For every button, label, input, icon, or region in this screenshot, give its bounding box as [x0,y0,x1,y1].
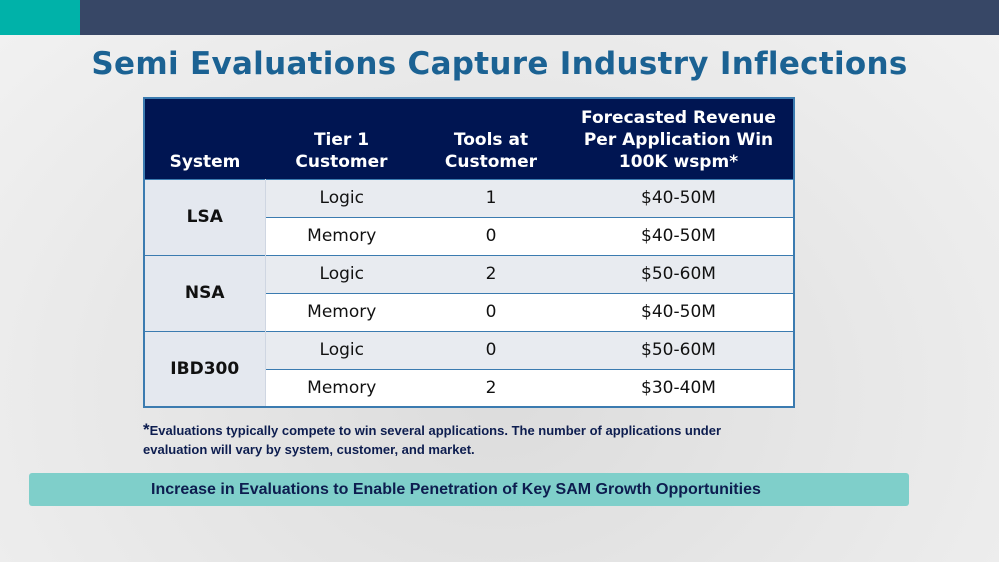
tools-cell: 2 [418,254,564,293]
customer-cell: Memory [265,216,418,255]
customer-cell: Memory [265,292,418,331]
customer-cell: Logic [265,330,418,369]
revenue-cell: $40-50M [564,178,794,217]
revenue-cell: $50-60M [564,254,794,293]
header-system: System [144,98,265,179]
revenue-cell: $30-40M [564,368,794,407]
footnote-star: * [143,420,150,439]
footnote-text: Evaluations typically compete to win sev… [143,423,722,457]
customer-cell: Logic [265,254,418,293]
tools-cell: 2 [418,368,564,407]
header-tools: Tools at Customer [418,98,564,179]
header-revenue: Forecasted Revenue Per Application Win 1… [564,98,794,179]
system-cell: IBD300 [144,330,266,407]
tools-cell: 0 [418,330,564,369]
revenue-cell: $50-60M [564,330,794,369]
top-bar [0,0,999,35]
tools-cell: 0 [418,292,564,331]
table-row: NSA Logic 2 $50-60M [144,254,794,331]
table-row: Memory 2 $30-40M [144,368,794,407]
footnote: *Evaluations typically compete to win se… [143,420,763,459]
table-row: IBD300 Logic 0 $50-60M [144,330,794,407]
customer-cell: Logic [265,178,418,217]
banner-text: Increase in Evaluations to Enable Penetr… [151,481,761,498]
header-customer: Tier 1 Customer [265,98,418,179]
system-cell: LSA [144,178,266,255]
revenue-cell: $40-50M [564,216,794,255]
tools-cell: 0 [418,216,564,255]
table-row: Memory 0 $40-50M [144,216,794,255]
customer-cell: Memory [265,368,418,407]
table-row: LSA Logic 1 $40-50M [144,178,794,255]
tools-cell: 1 [418,178,564,217]
table-row: Memory 0 $40-50M [144,292,794,331]
system-cell: NSA [144,254,266,331]
slide-title: Semi Evaluations Capture Industry Inflec… [91,46,908,82]
summary-banner: Increase in Evaluations to Enable Penetr… [29,473,909,506]
evaluations-table: System Tier 1 Customer Tools at Customer… [143,97,795,408]
revenue-cell: $40-50M [564,292,794,331]
accent-block [0,0,80,35]
